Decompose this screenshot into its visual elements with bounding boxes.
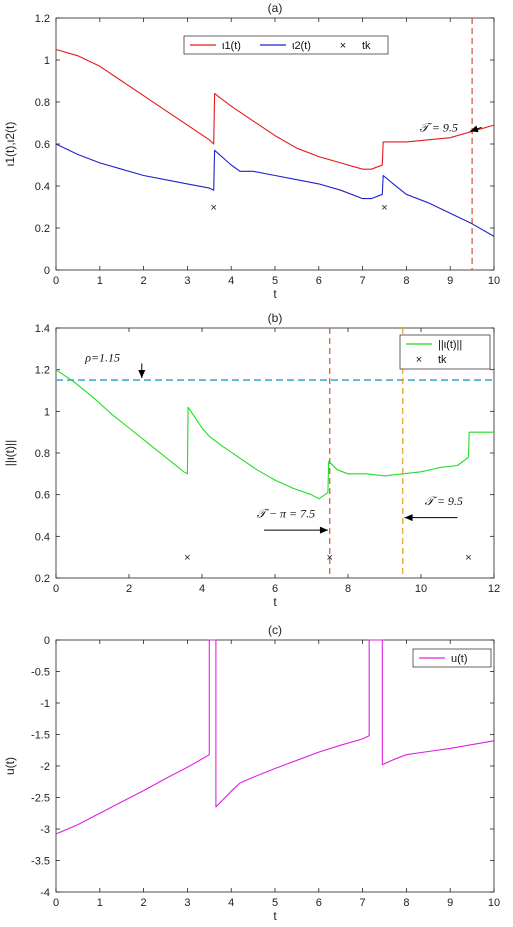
x-tick-label: 12 bbox=[488, 583, 500, 595]
y-tick-label: 1.4 bbox=[35, 323, 50, 335]
legend-label: tk bbox=[438, 354, 447, 366]
annotation-label: 𝒯 − π = 7.5 bbox=[257, 507, 315, 521]
y-tick-label: -1.5 bbox=[31, 730, 50, 742]
annotation-label: ρ=1.15 bbox=[84, 350, 120, 364]
event-marker: × bbox=[381, 202, 387, 214]
y-axis-label: u(t) bbox=[3, 757, 17, 775]
event-marker: × bbox=[327, 552, 333, 564]
x-tick-label: 1 bbox=[97, 897, 103, 909]
event-marker: × bbox=[184, 552, 190, 564]
x-tick-label: 9 bbox=[447, 275, 453, 287]
y-tick-label: 1.2 bbox=[35, 365, 50, 377]
panel-c: 0 1 2 3 4 5 6 7 8 9 10 -4 -3.5 -3 -2.5 -2 -1.5 -1 -0.5 0 (c)… bbox=[3, 623, 500, 923]
y-tick-label: 0 bbox=[44, 265, 50, 277]
chart-title: (b) bbox=[268, 311, 283, 325]
y-tick-label: 0.4 bbox=[35, 531, 50, 543]
x-tick-label: 4 bbox=[228, 897, 234, 909]
x-tick-label: 6 bbox=[316, 275, 322, 287]
event-marker: × bbox=[465, 552, 471, 564]
series-line-1 bbox=[55, 639, 495, 835]
y-axis-label: ι1(t),ι2(t) bbox=[3, 122, 17, 167]
chart-title: (a) bbox=[268, 1, 283, 15]
annotation-arrow-head bbox=[319, 526, 328, 534]
panel-b: 0 2 4 6 8 10 12 0.2 0.4 0.6 0.8 1 1.2 1.4 (b) t ||ι(t)||… bbox=[3, 311, 500, 609]
legend-label: u(t) bbox=[451, 653, 468, 665]
legend-label: ι1(t) bbox=[222, 40, 241, 52]
x-tick-label: 3 bbox=[184, 897, 190, 909]
y-tick-label: -1 bbox=[40, 698, 50, 710]
x-tick-label: 2 bbox=[126, 583, 132, 595]
y-tick-label: 0.2 bbox=[35, 573, 50, 585]
y-tick-label: 0.4 bbox=[35, 181, 50, 193]
x-tick-label: 2 bbox=[141, 275, 147, 287]
x-tick-label: 8 bbox=[345, 583, 351, 595]
y-tick-label: 1 bbox=[44, 55, 50, 67]
event-marker: × bbox=[210, 202, 216, 214]
y-tick-label: 1.2 bbox=[35, 13, 50, 25]
x-axis-label: t bbox=[273, 909, 277, 923]
y-tick-label: 0.8 bbox=[35, 97, 50, 109]
x-tick-label: 10 bbox=[415, 583, 427, 595]
x-tick-label: 2 bbox=[141, 897, 147, 909]
x-tick-label: 7 bbox=[360, 275, 366, 287]
x-tick-label: 10 bbox=[488, 897, 500, 909]
annotation-arrow-head bbox=[138, 370, 146, 378]
x-tick-label: 0 bbox=[53, 583, 59, 595]
x-axis-label: t bbox=[273, 287, 277, 301]
series-line-1 bbox=[55, 48, 495, 170]
x-tick-label: 4 bbox=[199, 583, 205, 595]
x-tick-label: 10 bbox=[488, 275, 500, 287]
series-line-1 bbox=[55, 369, 494, 500]
legend-box bbox=[412, 648, 492, 668]
y-tick-label: -3 bbox=[40, 824, 50, 836]
x-tick-label: 1 bbox=[97, 275, 103, 287]
legend-label: tk bbox=[362, 40, 371, 52]
annotation-label: 𝒯 = 9.5 bbox=[420, 120, 458, 134]
x-tick-label: 7 bbox=[360, 897, 366, 909]
x-tick-label: 8 bbox=[403, 897, 409, 909]
x-tick-label: 6 bbox=[272, 583, 278, 595]
legend-label: ι2(t) bbox=[292, 40, 311, 52]
y-tick-label: 0.8 bbox=[35, 448, 50, 460]
y-tick-label: 0.6 bbox=[35, 139, 50, 151]
annotation-label: 𝒯 = 9.5 bbox=[425, 494, 463, 508]
x-tick-label: 0 bbox=[53, 897, 59, 909]
y-tick-label: 0.6 bbox=[35, 490, 50, 502]
legend-label: ||ι(t)|| bbox=[438, 339, 462, 351]
x-tick-label: 5 bbox=[272, 897, 278, 909]
y-tick-label: 1 bbox=[44, 406, 50, 418]
y-tick-label: 0.2 bbox=[35, 223, 50, 235]
y-tick-label: 0 bbox=[44, 635, 50, 647]
x-tick-label: 9 bbox=[447, 897, 453, 909]
y-axis-label: ||ι(t)|| bbox=[3, 440, 17, 466]
y-tick-label: -4 bbox=[40, 887, 50, 899]
y-tick-label: -0.5 bbox=[31, 667, 50, 679]
panel-a: 0 1 2 3 4 5 6 7 8 9 10 0 0.2 0.4 0.6 0.8 1 1.2 (a) t ι1(t),ι… bbox=[3, 1, 500, 301]
x-tick-label: 5 bbox=[272, 275, 278, 287]
x-tick-label: 8 bbox=[403, 275, 409, 287]
legend-marker-symbol: × bbox=[416, 354, 422, 366]
y-tick-label: -2 bbox=[40, 761, 50, 773]
y-tick-label: -3.5 bbox=[31, 856, 50, 868]
x-tick-label: 0 bbox=[53, 275, 59, 287]
x-tick-label: 6 bbox=[316, 897, 322, 909]
chart-title: (c) bbox=[268, 623, 282, 637]
legend-box bbox=[399, 334, 491, 370]
annotation-arrow-head bbox=[469, 125, 479, 133]
x-axis-label: t bbox=[273, 595, 277, 609]
annotation-arrow-head bbox=[404, 514, 413, 522]
legend-marker-symbol: × bbox=[340, 40, 346, 52]
series-line-2 bbox=[55, 143, 495, 237]
x-tick-label: 4 bbox=[228, 275, 234, 287]
y-tick-label: -2.5 bbox=[31, 793, 50, 805]
x-tick-label: 3 bbox=[184, 275, 190, 287]
